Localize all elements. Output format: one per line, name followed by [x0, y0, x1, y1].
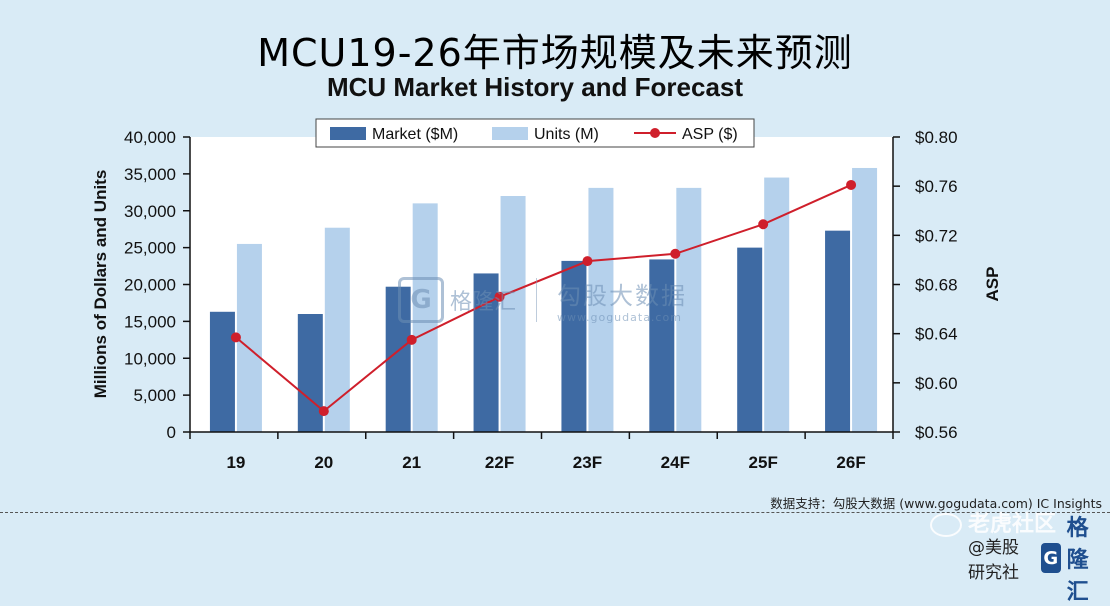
y-tick-label: 30,000 — [124, 202, 176, 221]
units-bar — [852, 167, 878, 432]
y-axis-title: Millions of Dollars and Units — [91, 170, 110, 399]
asp-line — [235, 184, 852, 413]
market-bar — [825, 230, 851, 432]
x-tick-label: 25F — [749, 453, 778, 472]
legend-swatch-asp-marker — [650, 128, 660, 138]
y-tick-label: 10,000 — [124, 349, 176, 368]
community-watermark: 老虎社区 — [930, 506, 1056, 538]
center-watermark-right: 勾股大数据 www.gogudata.com — [557, 276, 687, 324]
x-tick-label: 19 — [226, 453, 245, 472]
x-tick-label: 23F — [573, 453, 602, 472]
units-bar — [412, 203, 438, 432]
asp-point — [318, 406, 329, 417]
asp-point — [846, 179, 857, 190]
asp-point — [758, 219, 769, 230]
asp-point — [582, 256, 593, 267]
x-tick-label: 22F — [485, 453, 514, 472]
x-tick-label: 26F — [836, 453, 865, 472]
market-bar — [561, 260, 587, 432]
legend-box — [315, 118, 755, 148]
market-bar — [649, 259, 675, 432]
y2-tick-label: $0.56 — [915, 423, 958, 442]
y-tick-label: 35,000 — [124, 165, 176, 184]
asp-point — [230, 332, 241, 343]
market-bar — [297, 314, 323, 432]
y-tick-label: 5,000 — [133, 386, 176, 405]
asp-point — [670, 248, 681, 259]
y2-tick-label: $0.76 — [915, 177, 958, 196]
legend-label-market: Market ($M) — [372, 126, 458, 143]
y2-tick-label: $0.68 — [915, 276, 958, 295]
bottom-watermark-brand: 格隆汇 — [1066, 516, 1089, 605]
gelonghui-logo-icon: G — [398, 277, 444, 323]
chart-subtitle: MCU Market History and Forecast — [326, 72, 744, 102]
y-tick-label: 15,000 — [124, 312, 176, 331]
chart-svg: 0 5,000 10,000 15,000 20,000 25,000 30,000 35,0… — [91, 118, 1002, 472]
footer-divider — [0, 512, 1110, 513]
bottom-watermark: @美股研究社 G 格隆汇 — [968, 516, 1110, 605]
community-watermark-text: 老虎社区 — [968, 512, 1057, 537]
units-bar — [764, 177, 790, 432]
center-watermark-cn: 勾股大数据 — [557, 282, 688, 310]
bottom-watermark-prefix: @美股研究社 — [968, 538, 1019, 583]
x-tick-label: 20 — [314, 453, 333, 472]
legend-swatch-units — [492, 127, 528, 140]
asp-point — [406, 334, 417, 345]
gelonghui-bottom-logo-icon: G — [1040, 543, 1061, 573]
market-bar — [737, 247, 763, 432]
center-watermark-name: 格隆汇 — [450, 290, 517, 315]
y-tick-label: 25,000 — [124, 239, 176, 258]
y-tick-label: 40,000 — [124, 128, 176, 147]
chart-main-title: MCU19-26年市场规模及未来预测 — [257, 31, 853, 75]
center-watermark-divider — [536, 278, 538, 322]
wechat-icon — [930, 513, 962, 537]
y2-tick-label: $0.64 — [915, 325, 958, 344]
legend-label-units: Units (M) — [534, 126, 599, 143]
source-note: 数据支持：勾股大数据 (www.gogudata.com) IC Insight… — [770, 496, 1102, 511]
y-tick-label: 20,000 — [124, 276, 176, 295]
legend-swatch-market — [330, 127, 366, 140]
x-tick-label: 24F — [661, 453, 690, 472]
units-bar — [324, 227, 350, 432]
x-tick-label: 21 — [402, 453, 421, 472]
y2-tick-label: $0.80 — [915, 128, 958, 147]
market-bar — [209, 311, 235, 432]
y2-tick-label: $0.60 — [915, 374, 958, 393]
units-bar — [500, 196, 526, 432]
y-tick-label: 0 — [167, 423, 176, 442]
y2-axis-title: ASP — [983, 267, 1002, 302]
center-watermark: G 格隆汇 勾股大数据 www.gogudata.com — [398, 276, 687, 324]
units-bar — [236, 243, 262, 432]
asp-point — [494, 291, 505, 302]
units-bar — [676, 187, 702, 432]
legend-label-asp: ASP ($) — [682, 126, 738, 143]
y2-tick-label: $0.72 — [915, 226, 958, 245]
center-watermark-url: www.gogudata.com — [557, 311, 682, 324]
units-bar — [588, 187, 614, 432]
